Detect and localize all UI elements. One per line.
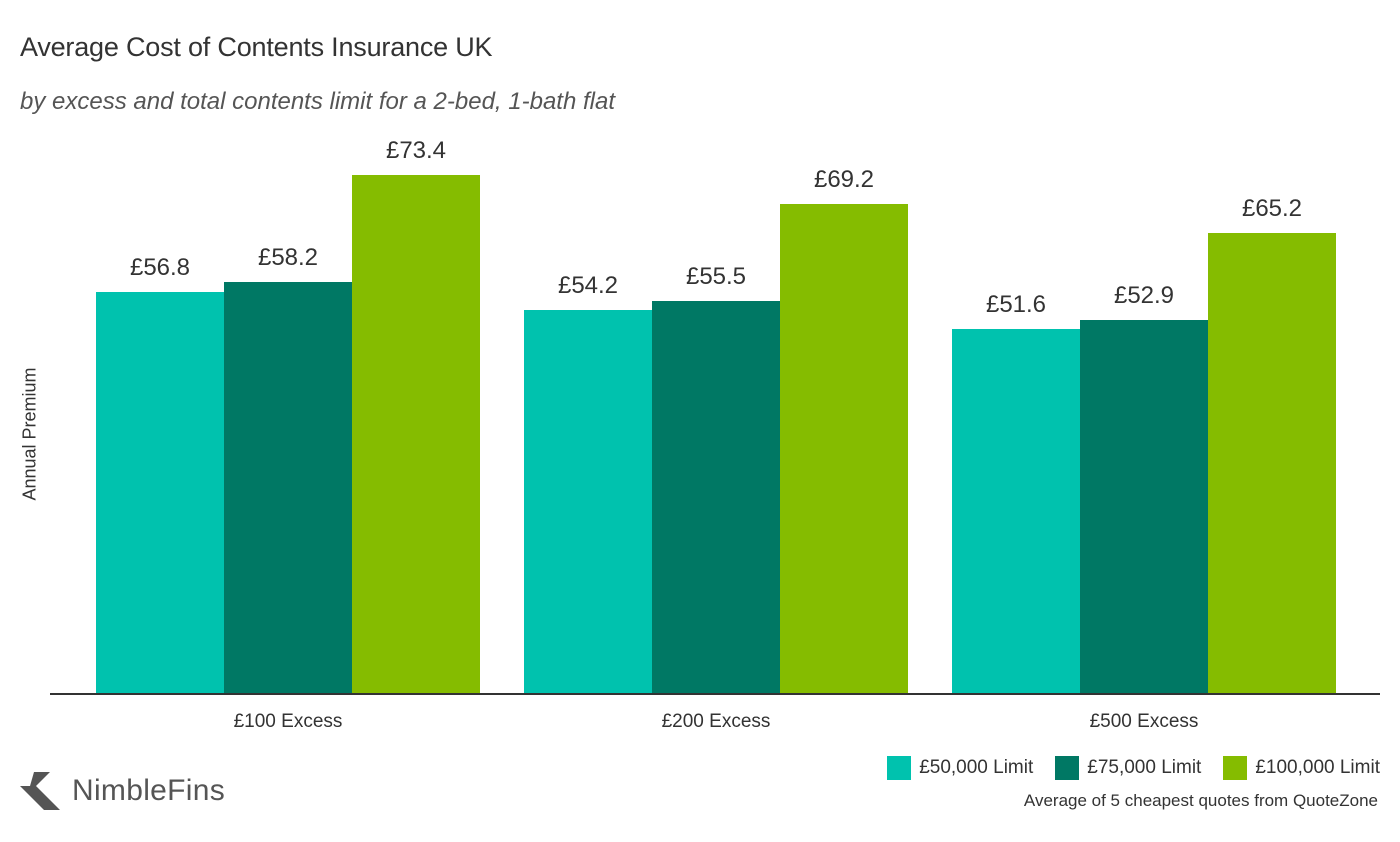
bar	[224, 282, 352, 693]
nimblefins-logo: NimbleFins	[20, 772, 225, 810]
x-tick-label: £500 Excess	[1089, 711, 1199, 732]
nimblefins-chevron-icon	[20, 772, 60, 810]
chart-title: Average Cost of Contents Insurance UK	[20, 32, 493, 62]
legend-item: £100,000 Limit	[1223, 756, 1380, 780]
bar-value-label: £51.6	[985, 291, 1047, 318]
bar	[780, 204, 908, 693]
x-axis-line	[50, 693, 1380, 695]
legend-label: £100,000 Limit	[1255, 757, 1380, 778]
legend-item: £75,000 Limit	[1055, 756, 1201, 780]
chart-subtitle: by excess and total contents limit for a…	[20, 88, 615, 115]
legend: £50,000 Limit £75,000 Limit £100,000 Limit	[865, 756, 1380, 780]
bar	[1208, 233, 1336, 693]
bar-value-label: £52.9	[1113, 282, 1175, 309]
legend-label: £50,000 Limit	[919, 757, 1034, 778]
legend-swatch	[1055, 756, 1080, 780]
bar-value-label: £58.2	[257, 244, 319, 271]
x-tick-label: £100 Excess	[233, 711, 343, 732]
bar	[652, 301, 780, 693]
bar-value-label: £56.8	[129, 254, 191, 281]
bar	[524, 310, 652, 693]
bar	[952, 329, 1080, 693]
bar	[1080, 320, 1208, 693]
legend-label: £75,000 Limit	[1087, 757, 1202, 778]
legend-swatch	[1223, 756, 1248, 780]
bar-value-label: £55.5	[685, 263, 747, 290]
logo-text: NimbleFins	[72, 774, 226, 807]
legend-item: £50,000 Limit	[887, 756, 1033, 780]
bar-value-label: £54.2	[557, 272, 619, 299]
x-tick-label: £200 Excess	[661, 711, 771, 732]
bar	[352, 175, 480, 693]
source-note: Average of 5 cheapest quotes from QuoteZ…	[1023, 791, 1378, 810]
bar	[96, 292, 224, 693]
plot-area: £56.8 £58.2 £73.4 £54.2 £55.5 £69.2 £51.6 £52.9…	[50, 137, 1380, 695]
y-axis-label: Annual Premium	[19, 367, 40, 501]
bar-value-label: £69.2	[813, 166, 875, 193]
bar-value-label: £65.2	[1241, 195, 1303, 222]
legend-swatch	[887, 756, 912, 780]
bar-value-label: £73.4	[385, 137, 447, 164]
